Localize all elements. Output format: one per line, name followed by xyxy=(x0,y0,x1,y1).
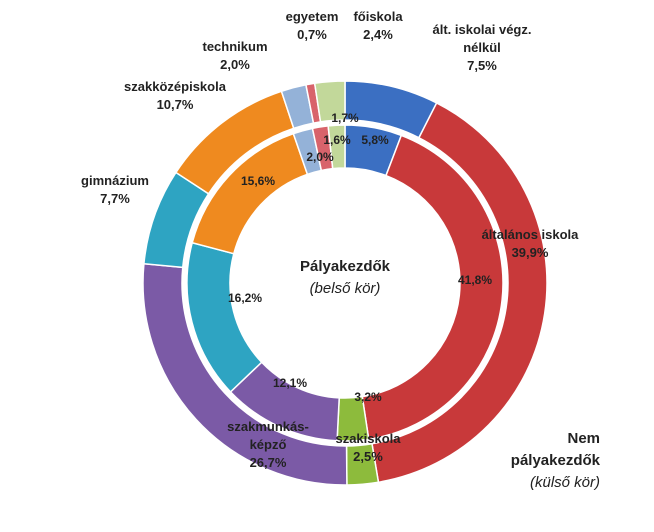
inner-value-label: 1,6% xyxy=(323,133,351,147)
category-label: szakiskola xyxy=(335,431,401,446)
center-note: Pályakezdők (belső kör) xyxy=(255,256,435,300)
value-label: 2,4% xyxy=(363,27,393,42)
donut-slice xyxy=(327,124,346,170)
category-label: egyetem xyxy=(285,9,339,24)
inner-series-name: Pályakezdők xyxy=(299,258,391,275)
outer-note: Nem pályakezdők (külső kör) xyxy=(480,428,600,494)
category-label: szakmunkás-képző xyxy=(227,419,309,452)
outer-label: technikum 2,0% xyxy=(190,38,280,74)
value-label: 2,0% xyxy=(220,57,250,72)
value-label: 0,7% xyxy=(297,27,327,42)
category-label: ált. iskolai végz. nélkül xyxy=(432,22,532,55)
inner-value-label: 3,2% xyxy=(354,390,382,404)
outer-label: főiskola 2,4% xyxy=(343,8,413,44)
value-label: 39,9% xyxy=(511,245,549,260)
inner-value-label: 1,7% xyxy=(331,111,359,125)
inner-value-label: 15,6% xyxy=(240,174,276,188)
outer-label: általános iskola 39,9% xyxy=(470,226,590,262)
category-label: általános iskola xyxy=(481,227,579,242)
category-label: szakközépiskola xyxy=(124,79,226,94)
category-label: gimnázium xyxy=(81,173,149,188)
outer-label: gimnázium 7,7% xyxy=(70,172,160,208)
donut-slice xyxy=(361,134,504,441)
outer-label: egyetem 0,7% xyxy=(277,8,347,44)
value-label: 26,7% xyxy=(249,455,287,470)
value-label: 10,7% xyxy=(156,97,194,112)
category-label: főiskola xyxy=(353,9,403,24)
category-label: technikum xyxy=(202,39,268,54)
outer-annotation: (külső kör) xyxy=(529,474,600,491)
inner-annotation: (belső kör) xyxy=(309,280,381,297)
donut-slice xyxy=(313,80,346,123)
inner-value-label: 12,1% xyxy=(272,376,308,390)
outer-label: szakiskola 2,5% xyxy=(323,430,413,466)
outer-label: ált. iskolai végz. nélkül 7,5% xyxy=(422,21,542,75)
inner-value-label: 16,2% xyxy=(227,291,263,305)
outer-label: szakmunkás-képző 26,7% xyxy=(223,418,313,472)
inner-value-label: 41,8% xyxy=(457,273,493,287)
inner-value-label: 5,8% xyxy=(361,133,389,147)
outer-series-name: Nem pályakezdők xyxy=(510,430,600,469)
value-label: 7,5% xyxy=(467,58,497,73)
value-label: 7,7% xyxy=(100,191,130,206)
value-label: 2,5% xyxy=(353,449,383,464)
inner-value-label: 2,0% xyxy=(306,150,334,164)
outer-label: szakközépiskola 10,7% xyxy=(115,78,235,114)
